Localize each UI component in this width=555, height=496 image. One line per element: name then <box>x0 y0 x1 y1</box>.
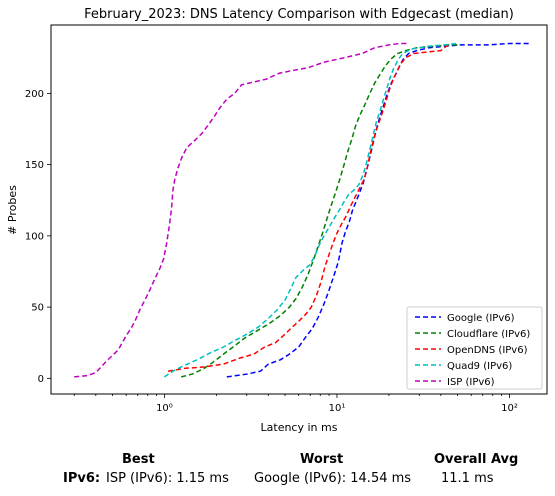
plot-lines <box>74 42 530 378</box>
summary-avg-value: 11.1 ms <box>441 471 494 486</box>
x-axis-ticks: 10⁰ 10¹ 10² <box>73 394 518 414</box>
y-tick-label: 150 <box>25 160 44 171</box>
summary-header-worst: Worst <box>300 452 344 467</box>
y-tick-label: 100 <box>25 231 44 242</box>
legend-label-0: Google (IPv6) <box>447 313 515 324</box>
summary-worst-value: Google (IPv6): 14.54 ms <box>254 471 412 486</box>
legend: Google (IPv6) Cloudflare (IPv6) OpenDNS (I… <box>406 306 543 390</box>
summary-best-value: ISP (IPv6): 1.15 ms <box>106 471 229 486</box>
series-line-3 <box>163 42 458 378</box>
legend-label-3: Quad9 (IPv6) <box>447 361 512 372</box>
x-tick-label: 10² <box>501 403 518 414</box>
x-tick-label: 10¹ <box>329 403 346 414</box>
summary-row-label: IPv6: <box>63 471 101 486</box>
y-tick-label: 50 <box>31 303 44 314</box>
legend-label-4: ISP (IPv6) <box>447 377 495 388</box>
x-axis-label: Latency in ms <box>261 421 338 434</box>
legend-label-2: OpenDNS (IPv6) <box>447 345 528 356</box>
series-line-0 <box>226 42 530 378</box>
y-axis-label: # Probes <box>6 185 19 235</box>
chart-title: February_2023: DNS Latency Comparison wi… <box>84 7 514 22</box>
y-axis-ticks: 0 50 100 150 200 <box>25 89 51 385</box>
legend-box <box>406 306 543 390</box>
summary-header-avg: Overall Avg <box>434 452 519 467</box>
x-tick-label: 10⁰ <box>156 403 173 414</box>
y-tick-label: 200 <box>25 89 44 100</box>
summary-header-best: Best <box>122 452 155 467</box>
series-line-4 <box>74 42 409 378</box>
legend-label-1: Cloudflare (IPv6) <box>447 329 530 340</box>
latency-cdf-chart: February_2023: DNS Latency Comparison wi… <box>6 7 548 434</box>
series-line-1 <box>181 44 461 378</box>
y-tick-label: 0 <box>38 374 44 385</box>
series-line-2 <box>167 44 449 372</box>
